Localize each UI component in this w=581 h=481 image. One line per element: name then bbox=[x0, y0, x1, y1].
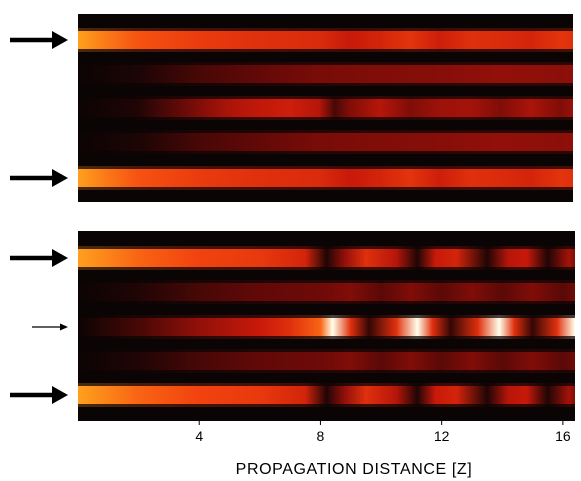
panel-2-waveguide-row-1 bbox=[78, 249, 575, 267]
panel-1-waveguide-row-1 bbox=[78, 31, 573, 49]
panel-2-input-arrow-head-row-3 bbox=[60, 323, 68, 331]
x-tick-label-4: 4 bbox=[195, 428, 203, 444]
top-panel-waveguide-rows bbox=[78, 28, 573, 190]
panel-1-input-arrow-head-row-1 bbox=[52, 31, 68, 49]
x-tick-label-12: 12 bbox=[434, 428, 450, 444]
x-axis-ticks: 4 8 12 16 bbox=[195, 421, 571, 444]
panel-2-input-arrow-head-row-1 bbox=[52, 249, 68, 267]
panel-2-waveguide-row-5 bbox=[78, 386, 575, 404]
bottom-panel-waveguide-rows bbox=[78, 246, 575, 407]
panel-1-waveguide-row-2 bbox=[78, 65, 573, 83]
panel-1-input-arrow-head-row-5 bbox=[52, 169, 68, 187]
panel-1-waveguide-row-4 bbox=[78, 133, 573, 151]
panel-2-waveguide-row-3 bbox=[78, 318, 575, 336]
panel-2-waveguide-row-4 bbox=[78, 352, 575, 370]
x-axis-title: PROPAGATION DISTANCE [Z] bbox=[236, 461, 473, 478]
x-tick-label-8: 8 bbox=[317, 428, 325, 444]
panel-2-waveguide-row-2 bbox=[78, 283, 575, 301]
top-panel bbox=[78, 14, 573, 202]
input-arrows bbox=[10, 31, 68, 404]
panel-1-waveguide-row-3 bbox=[78, 99, 573, 117]
panel-2-input-arrow-head-row-5 bbox=[52, 386, 68, 404]
x-tick-label-16: 16 bbox=[555, 428, 571, 444]
panel-1-waveguide-row-5 bbox=[78, 169, 573, 187]
bottom-panel bbox=[78, 231, 575, 421]
